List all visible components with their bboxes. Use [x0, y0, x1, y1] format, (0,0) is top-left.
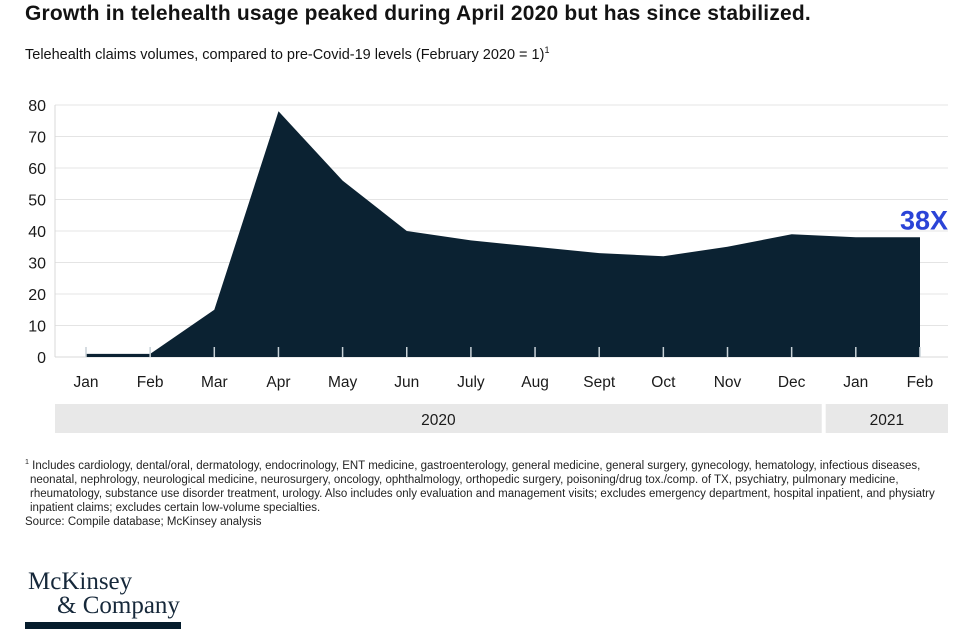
y-axis-tick-label: 10 [28, 319, 46, 336]
footnote-marker: 1 [25, 458, 29, 467]
x-axis-label: Jan [74, 374, 99, 391]
x-axis-label: Nov [714, 374, 742, 391]
year-band [825, 404, 948, 433]
y-axis-tick-label: 80 [28, 98, 46, 115]
footnote-text: Includes cardiology, dental/oral, dermat… [30, 460, 935, 515]
year-band-label: 2020 [421, 412, 456, 429]
year-band-label: 2021 [870, 412, 904, 429]
mckinsey-logo: McKinsey & Company [28, 568, 180, 619]
x-axis-label: May [328, 374, 358, 391]
y-axis-tick-label: 50 [28, 193, 46, 210]
x-axis-label: Feb [907, 374, 934, 391]
x-axis-label: Sept [583, 374, 616, 391]
telehealth-usage-area-chart: 0 10 20 30 40 50 60 70 80 Jan Feb Mar Apr May Jun July A… [0, 95, 961, 440]
y-axis-tick-label: 30 [28, 256, 46, 273]
chart-canvas: 0 10 20 30 40 50 60 70 80 Jan Feb Mar Apr May Jun July A… [28, 98, 948, 433]
x-axis-label: Jun [394, 374, 419, 391]
x-axis-label: Apr [266, 374, 290, 391]
peak-value-annotation: 38X [900, 205, 948, 235]
footnote: 1 Includes cardiology, dental/oral, derm… [25, 459, 942, 515]
chart-subtitle-text: Telehealth claims volumes, compared to p… [25, 47, 545, 63]
page-title: Growth in telehealth usage peaked during… [25, 2, 811, 25]
x-axis-label: Aug [521, 374, 549, 391]
x-axis-label: July [457, 374, 485, 391]
logo-line-2: & Company [57, 592, 180, 619]
x-axis-label: Dec [778, 374, 806, 391]
area-series [86, 111, 920, 357]
x-axis-label: Feb [137, 374, 164, 391]
y-axis-tick-label: 0 [37, 350, 46, 367]
logo-line-1: McKinsey [28, 568, 133, 595]
source-line: Source: Compile database; McKinsey analy… [25, 516, 262, 528]
y-axis-tick-label: 70 [28, 130, 46, 147]
x-axis-label: Jan [843, 374, 868, 391]
y-axis-tick-label: 60 [28, 161, 46, 178]
x-axis-label: Mar [201, 374, 228, 391]
x-axis-label: Oct [651, 374, 676, 391]
year-band [55, 404, 822, 433]
subtitle-footnote-marker: 1 [544, 45, 550, 56]
chart-subtitle: Telehealth claims volumes, compared to p… [25, 45, 550, 63]
logo-underline-bar [25, 622, 181, 629]
y-axis-tick-label: 20 [28, 287, 46, 304]
y-axis-tick-label: 40 [28, 224, 46, 241]
